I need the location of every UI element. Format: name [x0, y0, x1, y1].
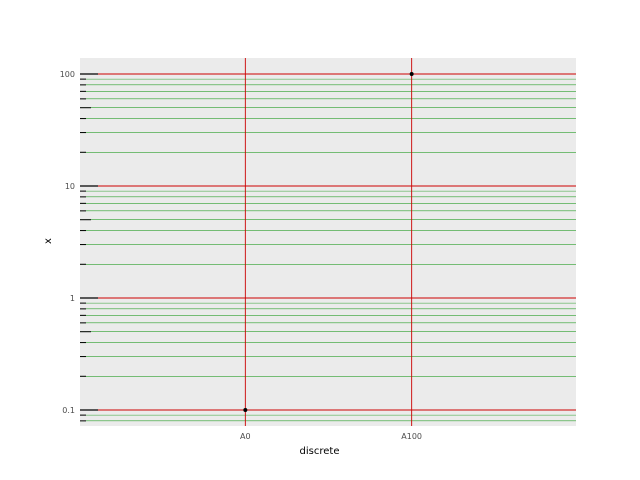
major-gridlines	[80, 58, 576, 426]
data-points	[243, 72, 414, 412]
y-tick-label: 100	[60, 70, 75, 79]
y-tick-label: 0.1	[62, 406, 75, 415]
minor-gridlines	[80, 78, 576, 422]
data-point	[409, 72, 414, 76]
y-axis-title: x	[43, 238, 54, 244]
plot-panel	[80, 58, 576, 426]
log-ticks	[80, 73, 98, 422]
y-tick-label: 1	[70, 294, 75, 303]
y-tick-labels: 0.1 1 10 100	[60, 70, 75, 415]
x-tick-label: A0	[240, 432, 251, 441]
x-tick-label: A100	[401, 432, 422, 441]
data-point	[243, 408, 248, 412]
y-tick-label: 10	[65, 182, 75, 191]
x-axis-title: discrete	[300, 446, 340, 457]
x-tick-labels: A0 A100	[240, 432, 422, 441]
